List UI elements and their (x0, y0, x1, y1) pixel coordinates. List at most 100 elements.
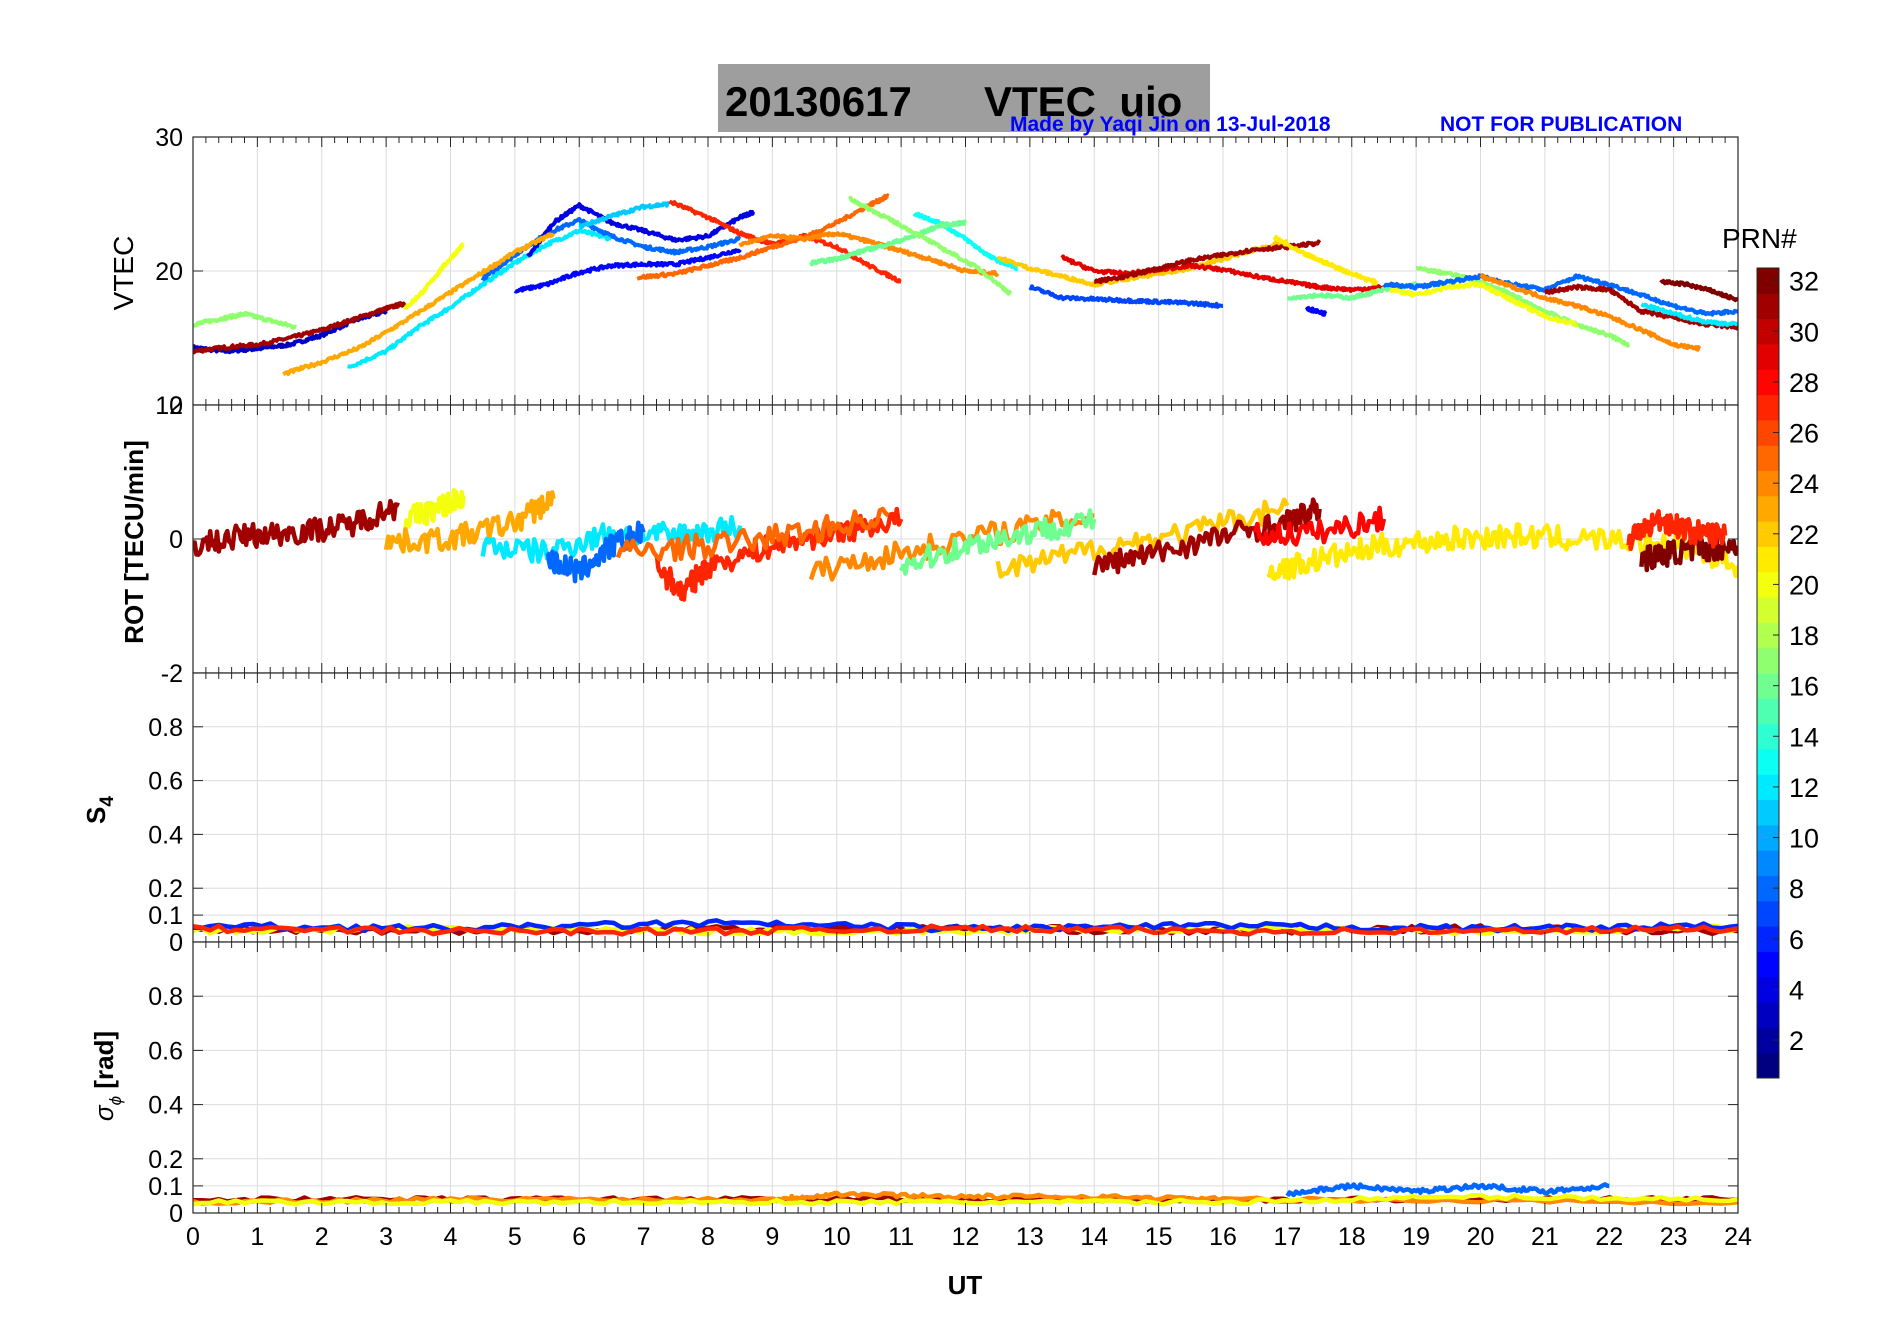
y-tick-label: 0.6 (148, 1037, 183, 1065)
colorbar-segment (1757, 495, 1779, 522)
colorbar-segment (1757, 698, 1779, 725)
colorbar-segment (1757, 976, 1779, 1003)
y-tick-label: 0.1 (148, 1173, 183, 1201)
series-line-prn-4 (526, 202, 756, 258)
colorbar-segment (1757, 622, 1779, 649)
title-main: VTEC uio (984, 78, 1182, 125)
svg-text:S4: S4 (81, 796, 118, 824)
y-tick-label: 0.2 (148, 1146, 183, 1174)
y-tick-label: 0.8 (148, 714, 183, 742)
colorbar-segment (1757, 748, 1779, 775)
y-tick-label: 0.6 (148, 768, 183, 796)
colorbar-segment (1757, 824, 1779, 851)
colorbar-segment (1757, 774, 1779, 801)
x-tick-label: 5 (508, 1223, 522, 1251)
x-tick-label: 0 (186, 1223, 200, 1251)
y-tick-label: 0.1 (148, 902, 183, 930)
series-line-prn-31 (1093, 239, 1322, 285)
colorbar-tick-label: 2 (1789, 1026, 1804, 1056)
colorbar-frame (1756, 267, 1780, 1079)
y-tick-label: 30 (155, 124, 183, 152)
colorbar-segment (1757, 1002, 1779, 1028)
colorbar-segment (1757, 799, 1779, 826)
series-line-prn-31 (193, 301, 407, 355)
colorbar-segment (1757, 293, 1779, 320)
panel-s4: 00.10.2 0.4 0.6 0.8 (148, 672, 1739, 957)
series-line-prn-24 (738, 231, 1000, 277)
y-tick-label: 0 (169, 1200, 183, 1228)
series-line-prn-20 (403, 488, 466, 530)
series-line-prn-17 (193, 310, 298, 330)
panel-vtec: 10 20 30 (155, 124, 1739, 420)
colorbar-segment (1757, 546, 1779, 573)
series-line-prn-28 (1253, 505, 1387, 547)
colorbar-segment (1757, 951, 1779, 978)
x-tick-label: 15 (1145, 1223, 1173, 1251)
colorbar-tick-label: 16 (1789, 672, 1819, 702)
colorbar-tick-label: 32 (1789, 267, 1819, 297)
colorbar-segment (1757, 343, 1779, 370)
colorbar-segment (1757, 470, 1779, 497)
series-line-prn-31 (193, 498, 400, 557)
series-line-prn-27 (1626, 509, 1728, 552)
series-line-prn-24 (808, 508, 1095, 582)
series-line-prn-23 (383, 490, 556, 555)
x-tick-label: 24 (1724, 1223, 1752, 1251)
series-line-prn-11 (578, 201, 671, 230)
title-box (718, 64, 1210, 132)
xlabel-ut: UT (948, 1270, 983, 1300)
x-tick-label: 23 (1660, 1223, 1688, 1251)
colorbar-segment (1757, 445, 1779, 471)
y-tick-label: 10 (155, 392, 183, 420)
colorbar-segment (1757, 394, 1779, 421)
colorbar-segment (1757, 419, 1779, 446)
x-tick-label: 10 (823, 1223, 851, 1251)
x-tick-label: 19 (1402, 1223, 1430, 1251)
series-line-prn-25 (636, 193, 890, 281)
series-line-prn-8 (545, 520, 646, 584)
x-tick-label: 4 (444, 1223, 458, 1251)
x-tick-label: 8 (701, 1223, 715, 1251)
colorbar-segment (1757, 875, 1779, 902)
series-line-prn-7 (1028, 284, 1224, 309)
series-line-prn-32 (1659, 278, 1738, 303)
y-tick-label: -2 (161, 660, 183, 688)
x-tick-label: 9 (765, 1223, 779, 1251)
series-line-prn-21 (1272, 234, 1379, 286)
series-line-prn-8 (1382, 273, 1738, 317)
x-tick-label: 7 (637, 1223, 651, 1251)
y-tick-label: 0.4 (148, 1092, 183, 1120)
colorbar-segment (1757, 521, 1779, 547)
y-tick-label: 0.2 (148, 875, 183, 903)
series-line-prn-23 (282, 232, 556, 377)
x-tick-label: 6 (572, 1223, 586, 1251)
series-line-prn-17 (1415, 265, 1631, 348)
publication-notice: NOT FOR PUBLICATION (1440, 113, 1682, 136)
x-tick-label: 2 (315, 1223, 329, 1251)
colorbar-segment (1757, 597, 1779, 623)
colorbar-tick-label: 24 (1789, 469, 1819, 499)
panel-rot: -2 0 2 (161, 392, 1739, 688)
ylabel-rot: ROT [TECU/min] (119, 440, 149, 644)
colorbar-segment (1757, 723, 1779, 750)
series-group (193, 488, 1738, 602)
y-tick-label: 0 (169, 929, 183, 957)
colorbar-tick-label: 6 (1789, 925, 1804, 955)
series-line-prn-12 (1640, 302, 1738, 327)
series-line-prn-20 (193, 1192, 1738, 1207)
x-tick-label: 13 (1016, 1223, 1044, 1251)
series-line-prn-17 (848, 195, 1013, 296)
x-tick-label: 1 (250, 1223, 264, 1251)
x-tick-label: 17 (1273, 1223, 1301, 1251)
x-tick-label: 18 (1338, 1223, 1366, 1251)
colorbar-segment (1757, 268, 1779, 294)
svg-text:σϕ [rad]: σϕ [rad] (89, 1031, 125, 1121)
colorbar-tick-label: 14 (1789, 722, 1819, 752)
x-tick-label: 21 (1531, 1223, 1559, 1251)
colorbar-segment (1757, 1052, 1779, 1079)
colorbar-tick-label: 10 (1789, 824, 1819, 854)
series-line-prn-31 (1543, 283, 1738, 331)
colorbar-tick-label: 4 (1789, 975, 1804, 1005)
x-tick-label: 3 (379, 1223, 393, 1251)
